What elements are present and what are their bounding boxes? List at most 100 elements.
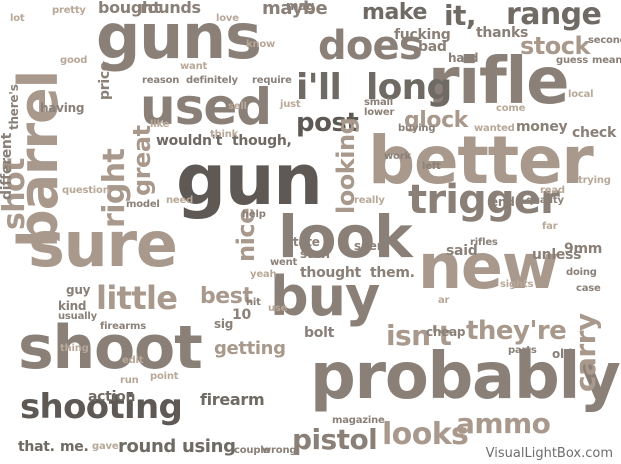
word: firearms — [100, 321, 146, 332]
word: better — [368, 122, 594, 199]
word: point — [150, 371, 179, 382]
word: really — [354, 195, 385, 206]
word: end — [490, 195, 515, 209]
word: bought — [98, 0, 161, 17]
word: different — [0, 132, 15, 200]
word: good — [60, 55, 88, 66]
word: know — [246, 39, 276, 50]
word: shooting — [20, 387, 183, 427]
word: local — [568, 89, 594, 100]
word: edit — [122, 355, 144, 366]
word: wouldn't — [156, 133, 223, 149]
word: thing — [60, 343, 89, 354]
word: having — [40, 101, 85, 115]
word: best — [200, 284, 253, 309]
word: carry — [569, 313, 602, 392]
word: doing — [566, 267, 597, 278]
word: ammo — [456, 407, 551, 440]
word: make — [362, 0, 427, 25]
word: little — [96, 279, 178, 317]
word: require — [252, 75, 292, 86]
word: just — [280, 99, 301, 110]
word: 9mm — [564, 241, 603, 257]
word: buying — [398, 123, 436, 134]
word: round — [118, 436, 176, 457]
word: said — [446, 243, 478, 259]
word: sights — [500, 279, 534, 290]
word: check — [572, 125, 616, 141]
word: sell — [228, 101, 247, 112]
word: unless — [532, 247, 582, 263]
word: like — [150, 119, 170, 130]
word: model — [126, 199, 160, 210]
word: run — [120, 375, 139, 386]
word: new — [418, 230, 559, 303]
word: yeah — [250, 269, 277, 280]
word: fucking — [394, 27, 451, 43]
word: thought — [300, 265, 361, 281]
word: small — [364, 97, 393, 108]
word: work — [384, 151, 411, 162]
word: ar — [438, 295, 450, 306]
word: bad — [418, 39, 447, 55]
word: went — [270, 257, 298, 268]
word: guy — [66, 283, 91, 297]
word: magazine — [332, 415, 385, 426]
word: use — [268, 303, 288, 314]
word: state — [286, 235, 320, 249]
word: parts — [508, 345, 537, 356]
word: wrong — [262, 445, 297, 456]
word: usually — [58, 311, 97, 322]
word: sure — [28, 208, 178, 281]
word: seen — [354, 239, 386, 253]
word: firearm — [200, 390, 265, 409]
word: stock — [520, 32, 591, 60]
word: love — [216, 13, 239, 24]
word: cheap — [426, 325, 466, 339]
word: hard — [448, 51, 479, 65]
word: lot — [10, 13, 25, 24]
word: second — [588, 35, 621, 46]
word: gun — [176, 139, 323, 221]
word: old — [552, 347, 573, 361]
word: great — [128, 125, 156, 196]
word: buy — [270, 265, 380, 328]
word: isn't — [386, 319, 452, 352]
word: far — [542, 221, 558, 232]
word: left — [422, 161, 441, 172]
word: there's — [7, 84, 21, 130]
word: it, — [444, 0, 477, 32]
word: quality — [526, 195, 564, 206]
word: them. — [370, 265, 415, 281]
word: reason — [142, 75, 180, 86]
word: rifles — [470, 237, 498, 248]
word: trigger — [408, 177, 560, 223]
word: couple — [234, 445, 271, 456]
word: thanks — [476, 25, 529, 41]
word: glock — [404, 108, 468, 133]
word: read — [540, 185, 565, 196]
word: stuff — [300, 247, 331, 261]
word: does — [318, 23, 423, 69]
word: post — [296, 108, 359, 138]
word: rifle — [428, 45, 570, 119]
word: me. — [60, 439, 89, 455]
word: bolt — [304, 325, 335, 341]
word: used — [140, 78, 272, 136]
word: kind — [58, 299, 87, 313]
word: guess — [556, 55, 588, 66]
word: case — [576, 283, 601, 294]
word: shoot — [18, 313, 203, 383]
word: looks — [382, 417, 469, 452]
word: that. — [18, 439, 55, 455]
word: range — [506, 0, 602, 32]
word: need — [166, 195, 194, 206]
word: getting — [214, 338, 286, 359]
word: using — [182, 436, 236, 457]
word: gave — [92, 441, 119, 452]
word: question — [62, 185, 110, 196]
word: lower — [364, 107, 395, 118]
word: wanted — [474, 123, 515, 134]
word: rounds — [140, 0, 201, 17]
word: mag — [286, 0, 315, 13]
